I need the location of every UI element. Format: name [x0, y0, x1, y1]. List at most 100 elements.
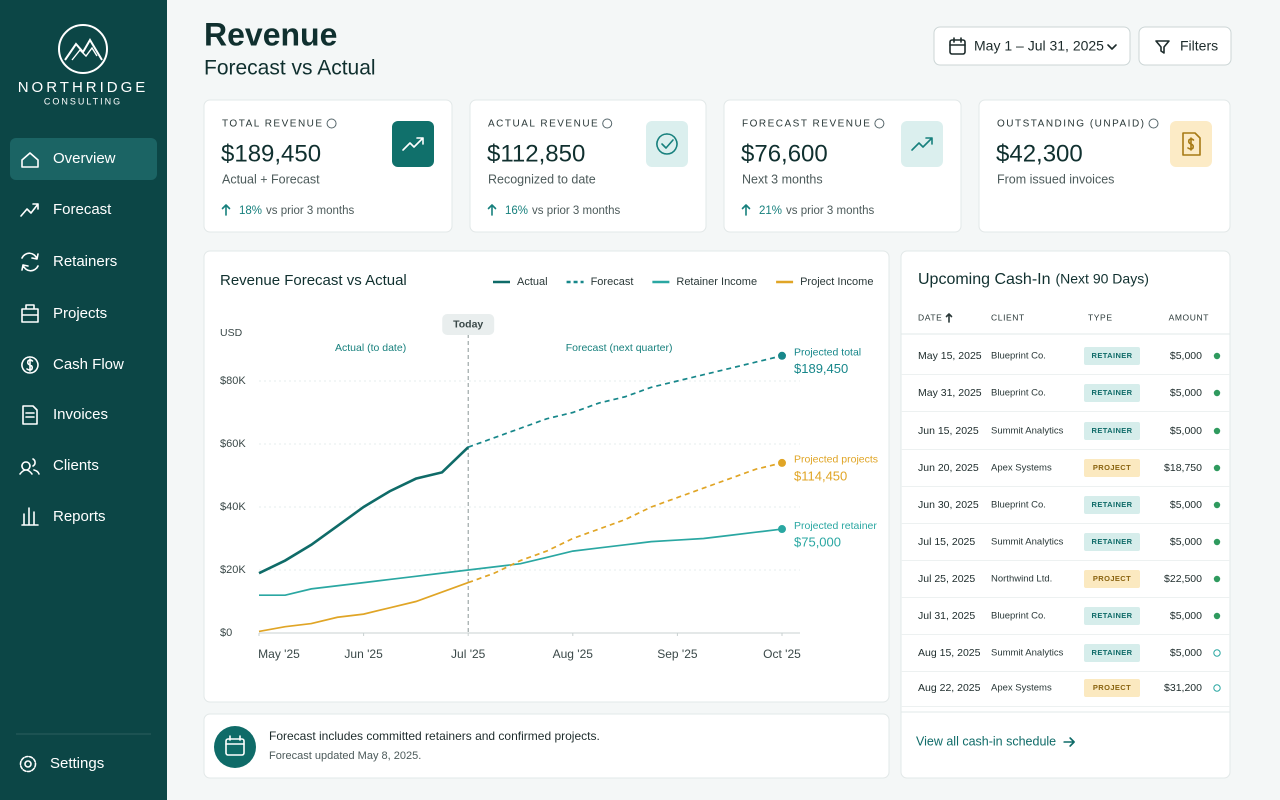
filters-button[interactable] [1138, 26, 1232, 66]
kpi-change: 21% [759, 205, 782, 217]
cell-date: Aug 15, 2025 [918, 647, 981, 659]
chevron [1107, 44, 1117, 50]
legend-label: Forecast [591, 276, 634, 288]
cell-date: Jun 20, 2025 [918, 462, 979, 474]
kpi-label: ACTUAL REVENUE [488, 119, 599, 130]
type-badge [1084, 347, 1140, 365]
nav-icon [19, 458, 40, 475]
cell-type: PROJECT [1093, 683, 1131, 692]
type-badge [1084, 422, 1140, 440]
kpi-value: $112,850 [487, 140, 585, 167]
series-line [259, 528, 783, 597]
settings-icon [19, 755, 37, 773]
nav-icon [21, 507, 39, 526]
kpi-label: TOTAL REVENUE [222, 119, 324, 130]
status-dot [1213, 684, 1221, 692]
cell-amount: $5,000 [1170, 425, 1202, 437]
cell-date: Jul 15, 2025 [918, 536, 975, 548]
status-dot [1213, 612, 1221, 620]
x-tick-label: Sep '25 [657, 647, 698, 661]
panel-title-note: (Next 90 Days) [1056, 271, 1149, 287]
cell-type: PROJECT [1093, 463, 1131, 472]
cell-date: Jul 25, 2025 [918, 573, 975, 585]
status-dot [1213, 649, 1221, 657]
end-label: Projected total [794, 347, 861, 359]
kpi-icon [656, 133, 678, 155]
cell-type: RETAINER [1092, 500, 1133, 509]
nav-item[interactable]: Overview [53, 150, 116, 167]
kpi-icon [1182, 132, 1201, 156]
end-value: $75,000 [794, 534, 841, 549]
cell-type: RETAINER [1092, 611, 1133, 620]
up-arrow [487, 204, 497, 216]
nav-item[interactable]: Reports [53, 508, 106, 525]
filter-icon [1155, 40, 1170, 54]
link-arrow [1063, 737, 1075, 747]
cell-date: Jun 30, 2025 [918, 499, 979, 511]
date-range[interactable]: May 1 – Jul 31, 2025 [974, 38, 1104, 54]
column-header: TYPE [1088, 312, 1113, 322]
region-label: Forecast (next quarter) [566, 342, 673, 354]
kpi-label: OUTSTANDING (UNPAID) [997, 119, 1146, 130]
up-arrow [741, 204, 751, 216]
nav-item[interactable]: Projects [53, 305, 107, 322]
date-picker[interactable] [933, 26, 1131, 66]
kpi-note: From issued invoices [997, 172, 1114, 186]
up-arrow [221, 204, 231, 216]
today-label: Today [453, 318, 483, 330]
status-dot [1213, 389, 1221, 397]
kpi-change-note: vs prior 3 months [786, 205, 874, 217]
cell-type: RETAINER [1092, 388, 1133, 397]
legend-label: Actual [517, 276, 548, 288]
status-dot [1213, 538, 1221, 546]
series-line [467, 354, 783, 448]
y-tick-label: $80K [220, 375, 246, 387]
nav-item[interactable]: Clients [53, 457, 99, 474]
kpi-note: Actual + Forecast [222, 172, 320, 186]
cell-client: Apex Systems [991, 683, 1052, 694]
chart-panel [203, 250, 890, 703]
filters-label[interactable]: Filters [1180, 38, 1218, 54]
kpi-card [203, 99, 453, 233]
kpi-icon-box [646, 121, 688, 167]
today-badge [442, 314, 495, 335]
kpi-icon-box [901, 121, 943, 167]
nav-icon [21, 356, 39, 374]
view-all-link[interactable]: View all cash-in schedule [916, 734, 1056, 748]
cell-amount: $5,000 [1170, 499, 1202, 511]
kpi-value: $189,450 [221, 140, 321, 167]
cash-in-panel [900, 250, 1231, 779]
cell-type: RETAINER [1092, 426, 1133, 435]
footnote-line: Forecast updated May 8, 2025. [269, 750, 421, 762]
type-badge [1084, 607, 1140, 625]
cell-client: Blueprint Co. [991, 388, 1046, 399]
nav-item[interactable]: Invoices [53, 406, 108, 423]
status-dot [1213, 352, 1221, 360]
end-point [778, 458, 786, 467]
legend-label: Project Income [800, 276, 873, 288]
cell-type: RETAINER [1092, 351, 1133, 360]
type-badge [1084, 570, 1140, 588]
cell-date: May 15, 2025 [918, 350, 982, 362]
nav-item[interactable]: Forecast [53, 201, 112, 218]
nav-item[interactable]: Retainers [53, 253, 117, 270]
kpi-label: FORECAST REVENUE [742, 119, 871, 130]
cell-amount: $18,750 [1164, 462, 1202, 474]
cell-amount: $5,000 [1170, 610, 1202, 622]
nav-item[interactable]: Settings [50, 755, 104, 772]
type-badge [1084, 644, 1140, 662]
cell-type: PROJECT [1093, 574, 1131, 583]
kpi-value: $42,300 [996, 140, 1083, 167]
status-dot [1213, 464, 1221, 472]
end-value: $189,450 [794, 361, 848, 376]
panel-title: Upcoming Cash-In [918, 271, 1051, 288]
nav-item[interactable]: Cash Flow [53, 356, 124, 373]
type-badge [1084, 496, 1140, 514]
cell-client: Blueprint Co. [991, 611, 1046, 622]
nav-icon [20, 203, 39, 217]
type-badge [1084, 533, 1140, 551]
cell-amount: $22,500 [1164, 573, 1202, 585]
nav-icon [21, 152, 39, 168]
